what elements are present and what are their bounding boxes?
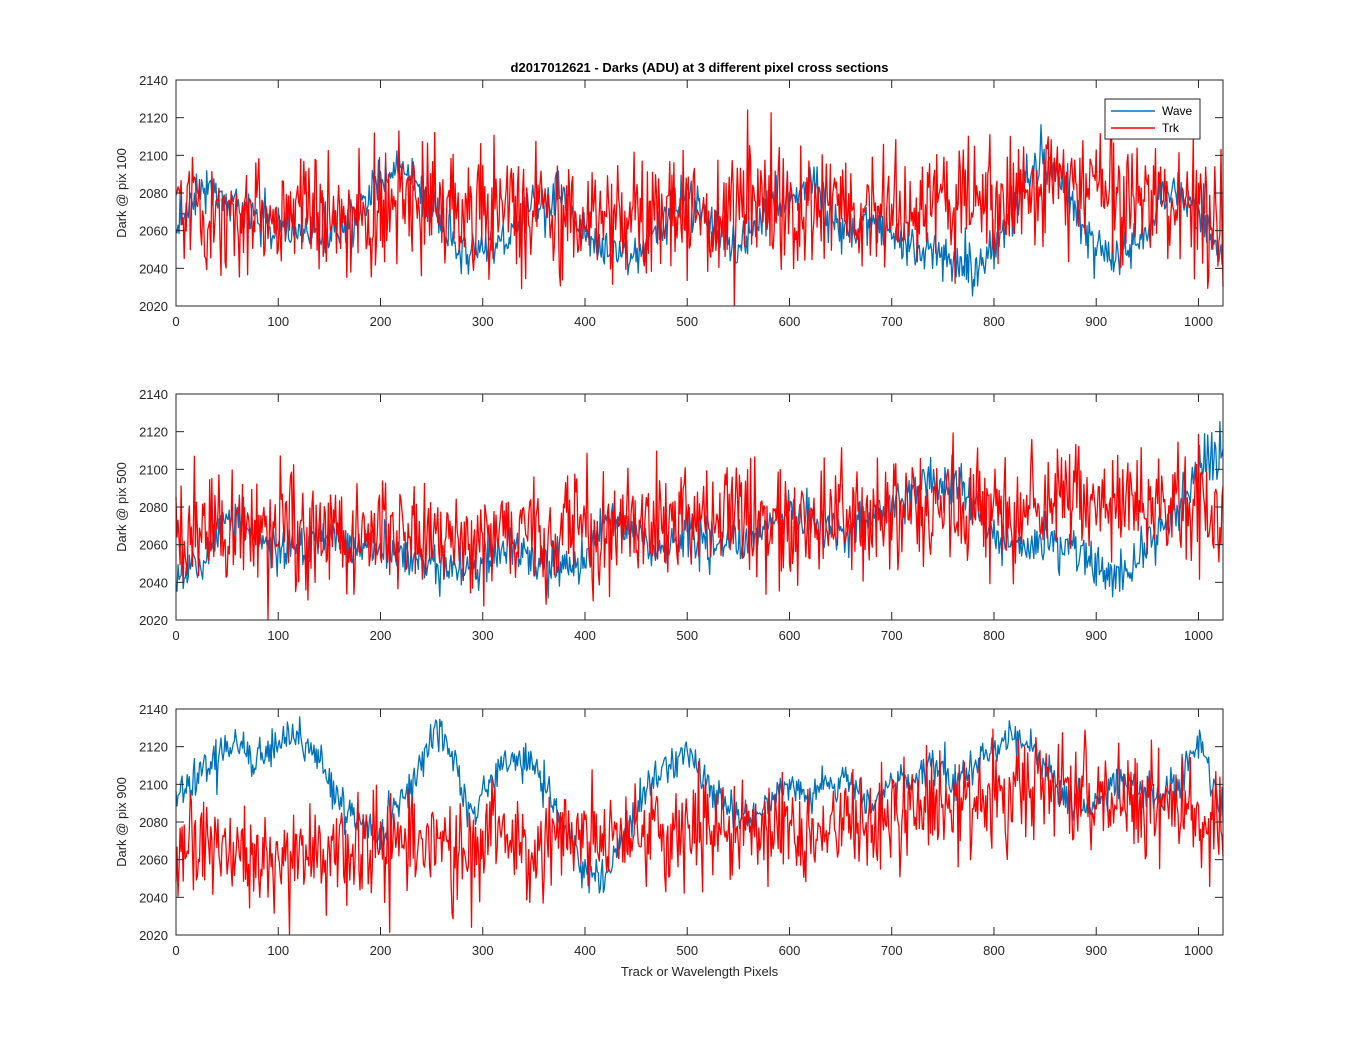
series-line-trk [175, 432, 1224, 620]
x-tick-label: 400 [574, 628, 596, 643]
x-tick-label: 600 [779, 314, 801, 329]
x-tick-label: 500 [676, 314, 698, 329]
x-tick-label: 300 [472, 628, 494, 643]
x-tick-label: 300 [472, 943, 494, 958]
x-tick-label: 1000 [1184, 943, 1213, 958]
legend-box [1104, 98, 1201, 140]
x-tick-label: 400 [574, 314, 596, 329]
x-tick-label: 700 [881, 628, 903, 643]
ticks: 0 100 200 300 400 500 600 700 800 900 1000 2020 2040… [139, 702, 1223, 958]
x-tick-label: 0 [172, 943, 179, 958]
x-tick-label: 900 [1085, 314, 1107, 329]
x-tick-label: 100 [267, 314, 289, 329]
legend: Wave Trk [1104, 98, 1201, 140]
y-tick-label: 2020 [139, 928, 168, 943]
x-tick-label: 900 [1085, 943, 1107, 958]
y-tick-label: 2140 [139, 73, 168, 88]
y-axis-label: Dark @ pix 500 [114, 462, 129, 552]
legend-entry-trk: Trk [1162, 121, 1180, 135]
plot-lines [175, 716, 1224, 935]
x-tick-label: 400 [574, 943, 596, 958]
y-tick-label: 2020 [139, 613, 168, 628]
y-tick-label: 2140 [139, 387, 168, 402]
y-tick-label: 2100 [139, 777, 168, 792]
plot-lines [175, 109, 1224, 306]
x-tick-label: 100 [267, 628, 289, 643]
ticks: 0 100 200 300 400 500 600 700 800 900 1000 2020 2040… [139, 73, 1223, 329]
ticks: 0 100 200 300 400 500 600 700 800 900 1000 2020 2040… [139, 387, 1223, 643]
x-tick-label: 500 [676, 943, 698, 958]
subplot-pix-100: 0 100 200 300 400 500 600 700 800 900 1000 2020 2040… [114, 60, 1224, 329]
series-line-trk [175, 728, 1224, 935]
x-tick-label: 0 [172, 314, 179, 329]
y-tick-label: 2100 [139, 148, 168, 163]
y-tick-label: 2060 [139, 224, 168, 239]
y-tick-label: 2120 [139, 740, 168, 755]
y-tick-label: 2080 [139, 500, 168, 515]
y-tick-label: 2060 [139, 853, 168, 868]
y-tick-label: 2140 [139, 702, 168, 717]
x-tick-label: 300 [472, 314, 494, 329]
y-tick-label: 2040 [139, 890, 168, 905]
subplot-pix-500: 0 100 200 300 400 500 600 700 800 900 1000 2020 2040… [114, 387, 1224, 643]
plot-lines [175, 421, 1224, 620]
x-tick-label: 700 [881, 314, 903, 329]
legend-entry-wave: Wave [1162, 104, 1193, 118]
x-tick-label: 500 [676, 628, 698, 643]
y-axis-label: Dark @ pix 100 [114, 148, 129, 238]
y-tick-label: 2120 [139, 425, 168, 440]
y-tick-label: 2080 [139, 815, 168, 830]
x-tick-label: 700 [881, 943, 903, 958]
x-tick-label: 800 [983, 628, 1005, 643]
y-tick-label: 2040 [139, 261, 168, 276]
x-tick-label: 0 [172, 628, 179, 643]
x-tick-label: 1000 [1184, 628, 1213, 643]
x-tick-label: 900 [1085, 628, 1107, 643]
x-tick-label: 600 [779, 943, 801, 958]
x-tick-label: 800 [983, 314, 1005, 329]
x-tick-label: 1000 [1184, 314, 1213, 329]
series-line-trk [175, 109, 1224, 306]
x-tick-label: 200 [370, 943, 392, 958]
subplot-pix-900: 0 100 200 300 400 500 600 700 800 900 1000 2020 2040… [114, 702, 1224, 979]
y-tick-label: 2060 [139, 538, 168, 553]
x-tick-label: 200 [370, 314, 392, 329]
chart-title: d2017012621 - Darks (ADU) at 3 different… [511, 60, 889, 75]
series-line-wave [175, 421, 1224, 599]
y-tick-label: 2080 [139, 186, 168, 201]
x-axis-label: Track or Wavelength Pixels [621, 964, 779, 979]
x-tick-label: 200 [370, 628, 392, 643]
y-axis-label: Dark @ pix 900 [114, 777, 129, 867]
x-tick-label: 800 [983, 943, 1005, 958]
y-tick-label: 2100 [139, 462, 168, 477]
x-tick-label: 100 [267, 943, 289, 958]
y-tick-label: 2040 [139, 575, 168, 590]
y-tick-label: 2020 [139, 299, 168, 314]
x-tick-label: 600 [779, 628, 801, 643]
y-tick-label: 2120 [139, 111, 168, 126]
